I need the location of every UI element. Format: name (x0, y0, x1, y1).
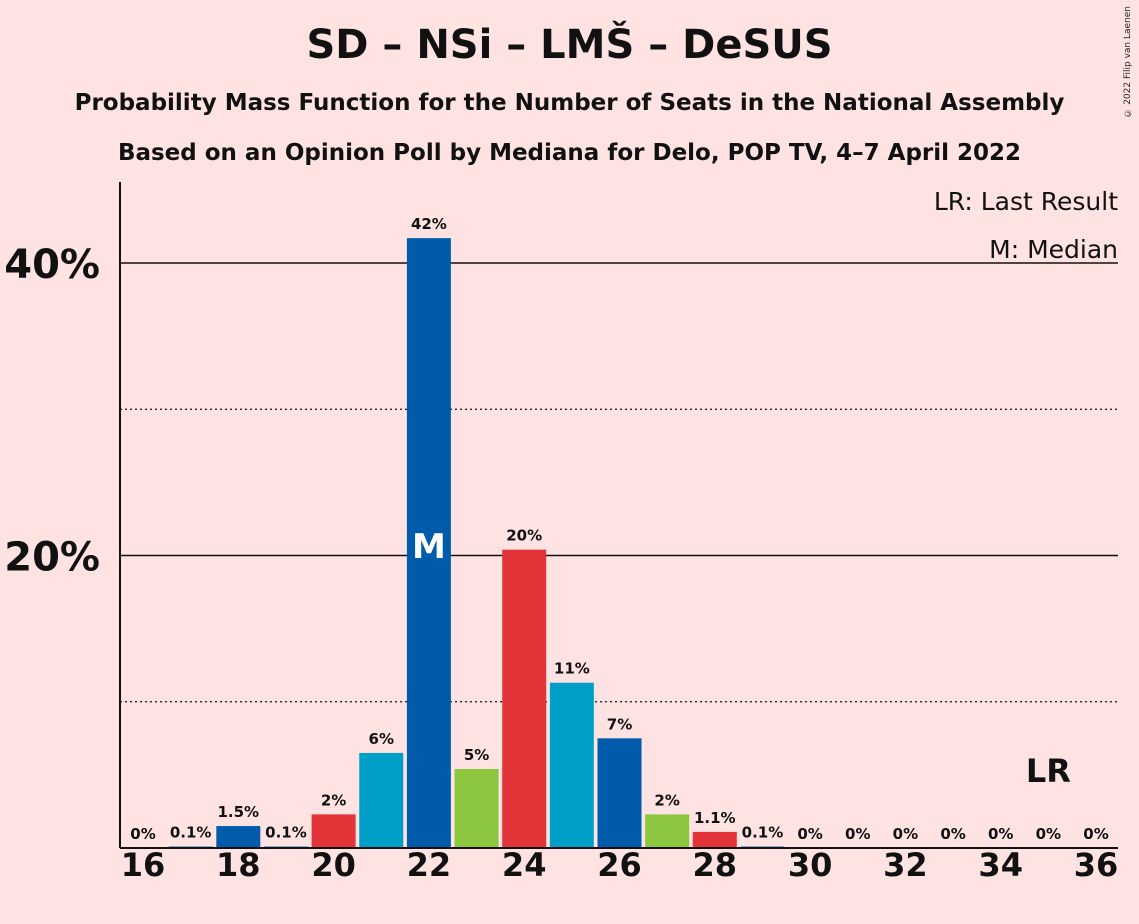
data-label-34: 0% (988, 825, 1013, 843)
data-label-22: 42% (411, 215, 447, 233)
legend-last-result: LR: Last Result (934, 187, 1118, 216)
bar-27 (645, 814, 690, 848)
data-label-32: 0% (893, 825, 918, 843)
data-label-28: 1.1% (694, 809, 736, 827)
x-tick-label-16: 16 (121, 846, 166, 884)
last-result-marker: LR (1026, 752, 1071, 790)
data-label-26: 7% (607, 715, 632, 733)
data-label-27: 2% (654, 791, 679, 809)
axes-group: 16 18 20 22 24 26 28 30 32 34 36 20% 40% (4, 182, 1118, 884)
bar-26 (597, 738, 642, 848)
y-tick-label-40: 40% (4, 242, 100, 288)
bar-18 (216, 826, 261, 848)
data-label-18: 1.5% (217, 803, 259, 821)
bar-23 (454, 769, 499, 848)
x-tick-label-22: 22 (407, 846, 452, 884)
legend: LR: Last Result M: Median (934, 187, 1118, 264)
data-label-23: 5% (464, 746, 489, 764)
data-label-20: 2% (321, 791, 346, 809)
data-label-24: 20% (506, 527, 542, 545)
data-label-30: 0% (797, 825, 822, 843)
x-tick-label-18: 18 (216, 846, 261, 884)
chart-title: SD – NSi – LMŠ – DeSUS (306, 22, 833, 68)
x-tick-label-34: 34 (978, 846, 1023, 884)
data-label-25: 11% (554, 660, 590, 678)
data-label-19: 0.1% (265, 824, 307, 842)
median-marker: M (412, 527, 446, 567)
data-label-29: 0.1% (742, 824, 784, 842)
chart-subtitle-source: Based on an Opinion Poll by Mediana for … (117, 140, 1022, 166)
x-tick-label-24: 24 (502, 846, 547, 884)
y-tick-label-20: 20% (4, 535, 100, 581)
bar-24 (502, 549, 547, 848)
legend-median: M: Median (989, 235, 1118, 264)
grid-lines (120, 262, 1118, 703)
data-label-35: 0% (1036, 825, 1061, 843)
x-tick-label-32: 32 (883, 846, 928, 884)
chart-subtitle: Probability Mass Function for the Number… (74, 90, 1065, 116)
x-tick-label-20: 20 (311, 846, 356, 884)
x-tick-label-28: 28 (693, 846, 738, 884)
data-label-17: 0.1% (170, 824, 212, 842)
bar-21 (359, 752, 404, 848)
x-tick-label-26: 26 (597, 846, 642, 884)
x-tick-label-30: 30 (788, 846, 833, 884)
data-label-31: 0% (845, 825, 870, 843)
data-label-36: 0% (1083, 825, 1108, 843)
bar-22 (406, 238, 451, 848)
data-labels-group: 0% 0.1% 1.5% 0.1% 2% 6% 42% 5% 20% 11% 7% 2% 1.1% 0.1… (128, 213, 1110, 845)
data-label-33: 0% (940, 825, 965, 843)
bar-25 (549, 682, 594, 848)
x-tick-label-36: 36 (1074, 846, 1119, 884)
data-label-16: 0% (130, 825, 155, 843)
bar-28 (692, 831, 737, 848)
bar-20 (311, 814, 356, 848)
data-label-21: 6% (369, 730, 394, 748)
